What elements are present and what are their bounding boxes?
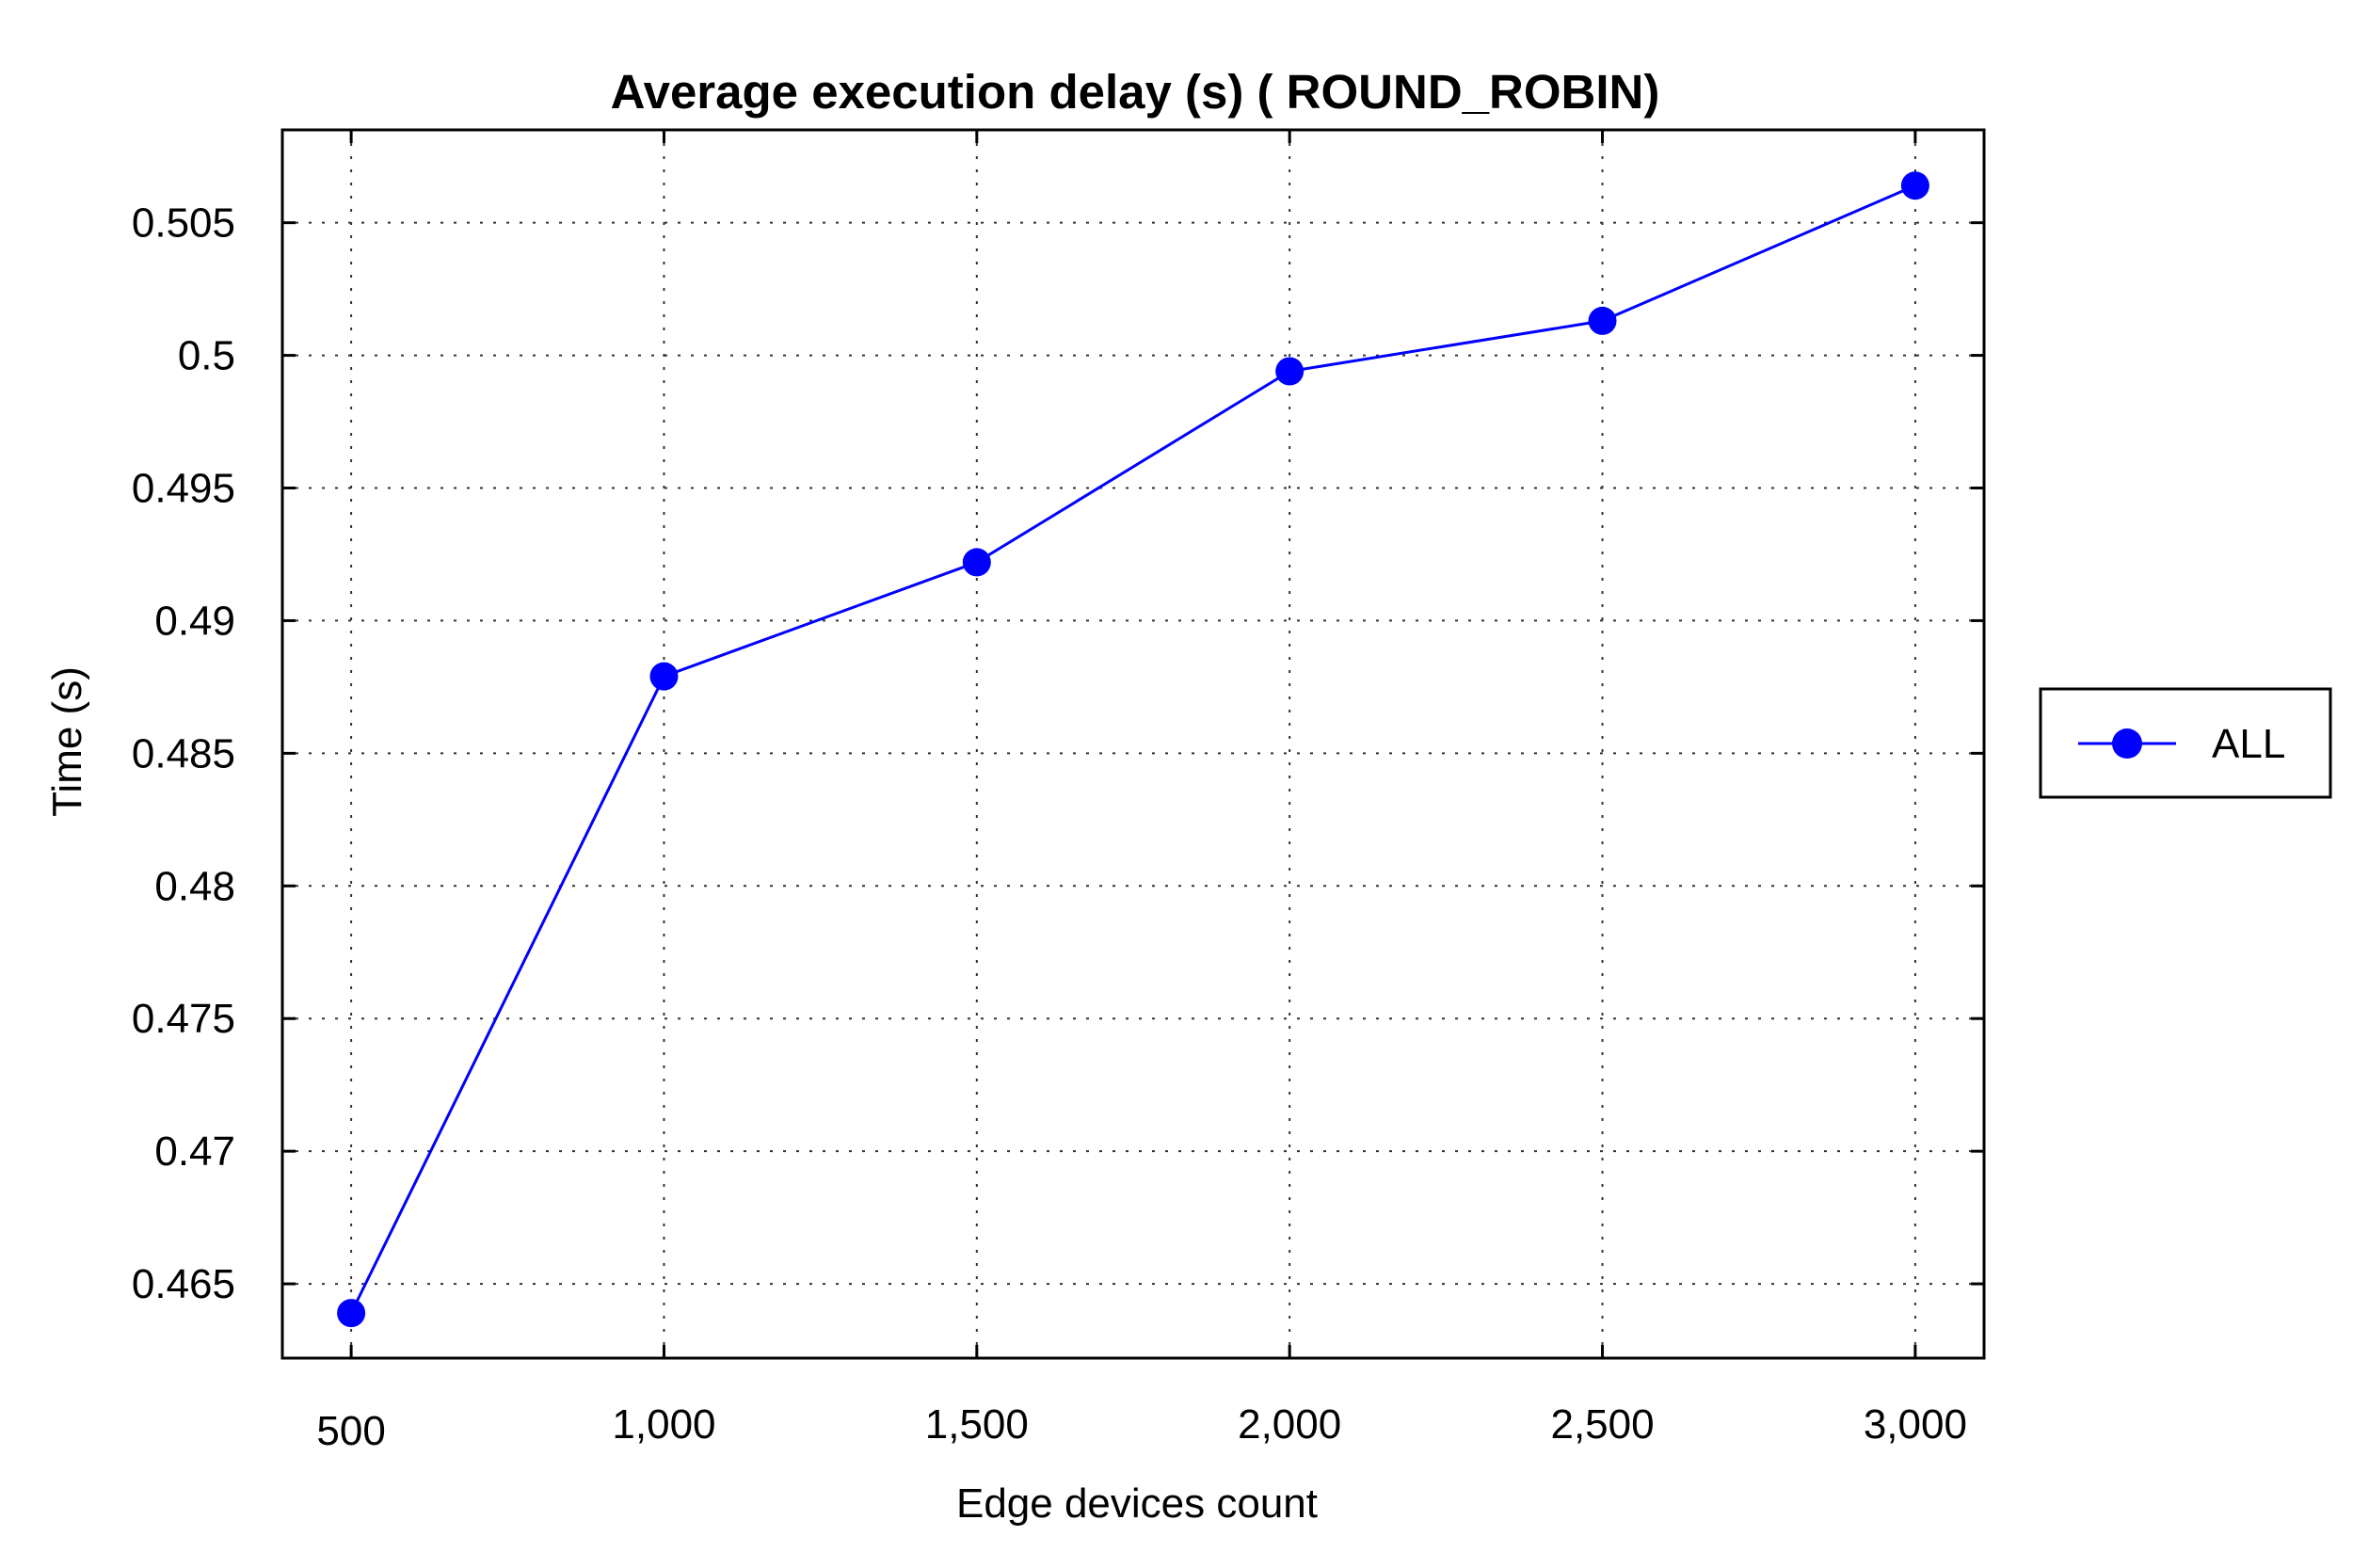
legend-marker — [2112, 728, 2142, 759]
x-tick-label: 2,500 — [1550, 1401, 1654, 1448]
y-tick-label: 0.48 — [154, 863, 235, 909]
data-point — [962, 548, 991, 577]
y-tick-label: 0.5 — [178, 333, 235, 379]
legend: ALL — [2039, 687, 2332, 799]
series-layer — [337, 171, 1929, 1328]
ticks: 500 1,000 1,500 2,000 2,500 3,000 0.465 0.47 0.4… — [132, 130, 1984, 1454]
data-point — [1588, 306, 1617, 335]
y-tick-label: 0.495 — [132, 466, 235, 512]
y-tick-label: 0.47 — [154, 1128, 235, 1175]
series-line-all — [349, 184, 1916, 1314]
y-axis-label: Time (s) — [44, 666, 90, 817]
y-tick-label: 0.465 — [132, 1261, 235, 1307]
y-tick-label: 0.49 — [154, 598, 235, 644]
y-tick-label: 0.485 — [132, 730, 235, 776]
x-tick-label: 500 — [316, 1408, 385, 1454]
legend-label-all: ALL — [2212, 721, 2285, 767]
data-point — [1275, 357, 1305, 386]
x-tick-label: 1,000 — [612, 1401, 715, 1448]
chart-title: Average execution delay (s) ( ROUND_ROBI… — [611, 65, 1660, 119]
y-tick-label: 0.475 — [132, 996, 235, 1042]
x-axis-label: Edge devices count — [956, 1480, 1318, 1527]
data-point — [337, 1299, 366, 1328]
plot-frame — [280, 128, 1986, 1360]
data-point — [649, 662, 679, 691]
grid — [282, 130, 1984, 1358]
x-tick-label: 1,500 — [925, 1401, 1029, 1448]
data-point — [1900, 171, 1929, 200]
x-tick-label: 3,000 — [1864, 1401, 1967, 1448]
x-tick-label: 2,000 — [1238, 1401, 1341, 1448]
y-tick-label: 0.505 — [132, 200, 235, 247]
